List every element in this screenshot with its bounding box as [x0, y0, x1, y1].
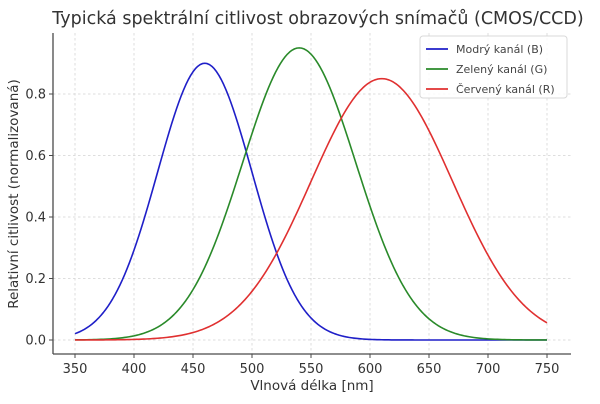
series-line-red	[74, 77, 548, 341]
y-axis-ticks: 0.0 0.2 0.4 0.6 0.8	[25, 88, 53, 349]
x-axis-label: Vlnová délka [nm]	[250, 378, 373, 394]
y-tick-label: 0.2	[25, 272, 46, 287]
x-tick-label: 700	[476, 362, 501, 377]
series-layer	[74, 47, 548, 341]
x-tick-label: 350	[63, 362, 88, 377]
legend-frame	[419, 35, 568, 99]
y-tick-label: 0.0	[25, 334, 46, 349]
x-tick-label: 650	[417, 362, 442, 377]
x-tick-label: 500	[240, 362, 265, 377]
x-tick-label: 400	[122, 362, 147, 377]
legend-label-green: Zelený kanál (G)	[456, 63, 547, 76]
series-line-green	[74, 47, 547, 341]
x-tick-label: 550	[299, 362, 324, 377]
x-axis-ticks: 350 400 450 500 550 600 650 700 750	[63, 354, 560, 377]
chart-title: Typická spektrální citlivost obrazových …	[51, 9, 583, 29]
y-tick-label: 0.6	[25, 149, 46, 164]
y-tick-label: 0.4	[25, 211, 46, 226]
legend-label-blue: Modrý kanál (B)	[456, 43, 543, 56]
y-tick-label: 0.8	[25, 88, 46, 103]
x-tick-label: 450	[181, 362, 206, 377]
y-axis-label: Relativní citlivost (normalizovaná)	[6, 79, 22, 309]
legend-label-red: Červený kanál (R)	[456, 83, 555, 96]
legend: Modrý kanál (B) Zelený kanál (G) Červený k…	[419, 35, 568, 99]
x-tick-label: 750	[535, 362, 560, 377]
series-line-blue	[74, 62, 547, 341]
x-tick-label: 600	[358, 362, 383, 377]
